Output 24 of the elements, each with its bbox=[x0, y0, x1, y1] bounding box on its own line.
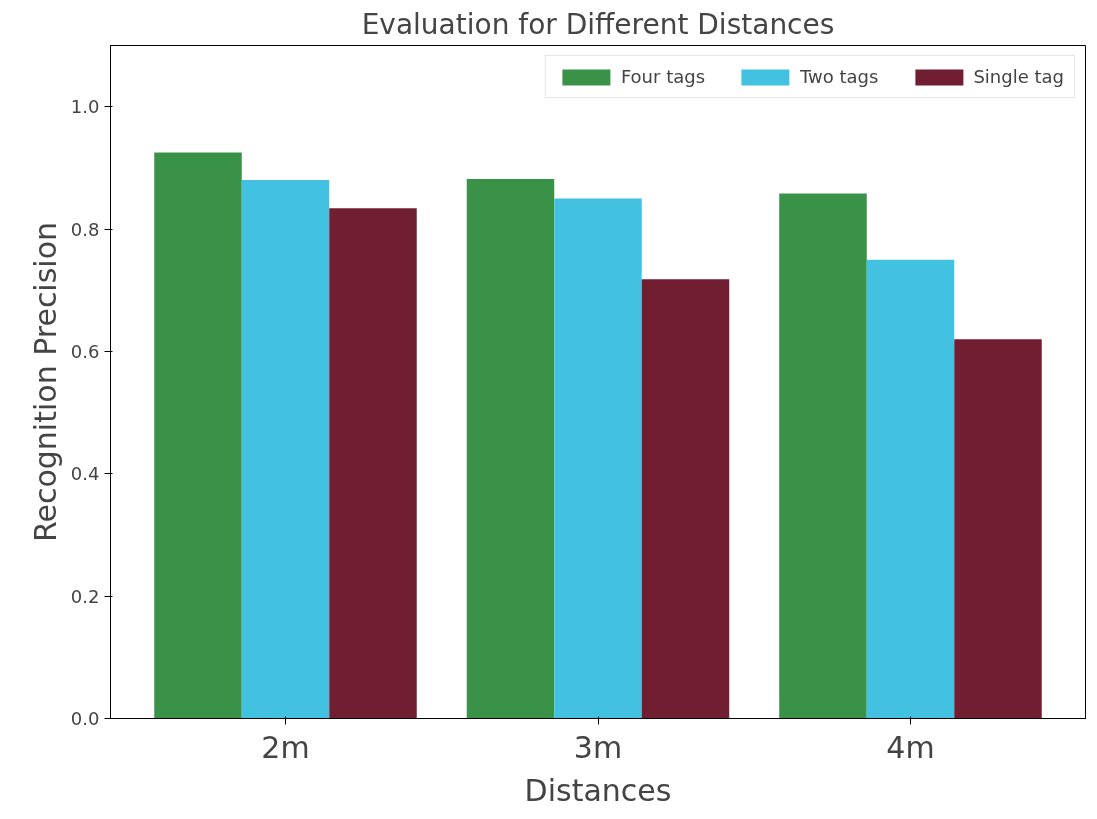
y-axis-title: Recognition Precision bbox=[27, 221, 63, 543]
legend-label: Two tags bbox=[800, 66, 879, 87]
y-tick-label: 0.2 bbox=[70, 585, 100, 607]
legend-label: Single tag bbox=[973, 66, 1064, 87]
y-tick-label: 0.8 bbox=[70, 218, 100, 240]
x-tick-label: 4m bbox=[886, 729, 935, 765]
bar bbox=[329, 208, 417, 719]
y-tick-label: 0.6 bbox=[70, 340, 100, 362]
bar bbox=[779, 193, 867, 719]
bar bbox=[466, 178, 555, 719]
bar bbox=[641, 279, 730, 719]
bar bbox=[241, 180, 330, 719]
bar bbox=[866, 259, 955, 719]
chart-title: Evaluation for Different Distances bbox=[361, 7, 835, 41]
x-tick-label: 2m bbox=[261, 729, 310, 765]
bar bbox=[154, 152, 242, 719]
bar bbox=[954, 339, 1042, 719]
legend-label: Four tags bbox=[620, 66, 706, 87]
x-axis-title: Distances bbox=[524, 772, 672, 808]
y-tick-label: 0.0 bbox=[70, 708, 100, 729]
bar bbox=[554, 198, 642, 719]
y-tick-label: 1.0 bbox=[70, 96, 100, 118]
y-tick-label: 0.4 bbox=[70, 463, 100, 485]
x-tick-label: 3m bbox=[573, 729, 623, 765]
